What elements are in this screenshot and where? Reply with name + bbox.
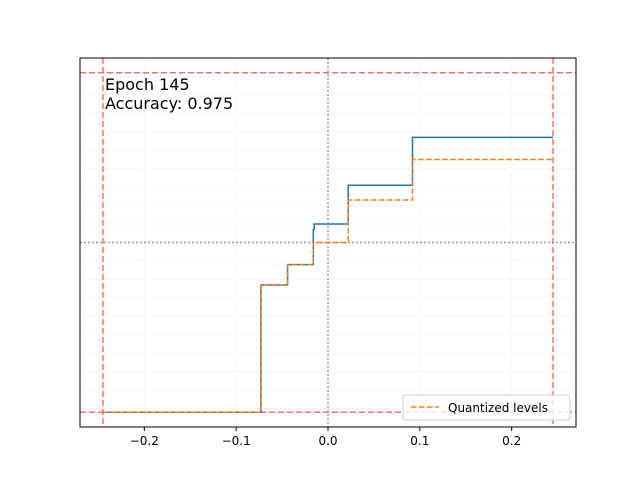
x-tick-label-3: 0.1 xyxy=(410,434,429,448)
x-tick-label-4: 0.2 xyxy=(502,434,521,448)
legend-label-quantized: Quantized levels xyxy=(448,401,548,415)
legend-box xyxy=(402,394,571,421)
annotation-accuracy: Accuracy: 0.975 xyxy=(105,94,233,113)
series-lines xyxy=(102,136,554,413)
annotation-epoch: Epoch 145 xyxy=(105,75,190,94)
x-axis-ticks: −0.2 −0.1 0.0 0.1 0.2 xyxy=(130,427,521,448)
series-line-quantized xyxy=(102,158,554,413)
x-tick-label-2: 0.0 xyxy=(318,434,337,448)
x-tick-label-1: −0.1 xyxy=(222,434,251,448)
legend: Quantized levels xyxy=(402,394,571,421)
x-tick-label-0: −0.2 xyxy=(130,434,159,448)
